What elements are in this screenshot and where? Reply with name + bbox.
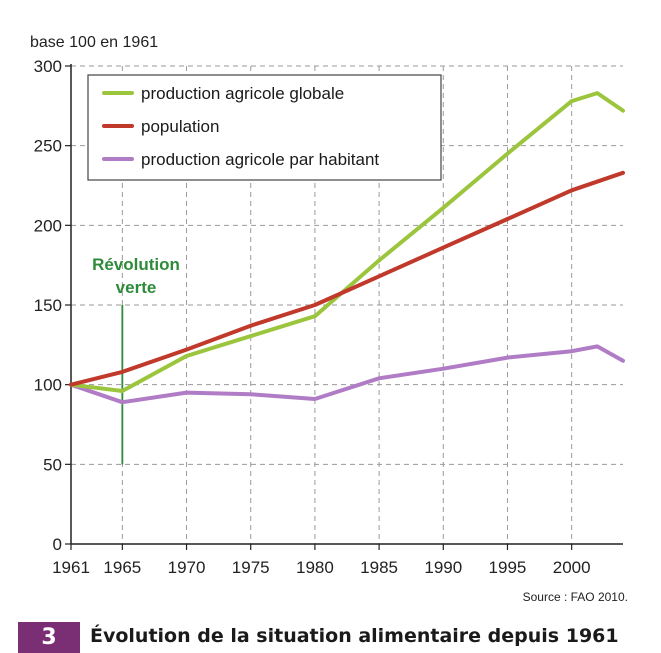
legend-box [87, 74, 442, 181]
y-tick-label: 50 [43, 455, 62, 474]
source-note: Source : FAO 2010. [522, 590, 628, 604]
y-axis-label: base 100 en 1961 [30, 34, 158, 51]
x-tick-label: 1965 [103, 558, 141, 577]
legend-label-1: population [141, 117, 219, 136]
y-tick-label: 300 [34, 57, 62, 76]
series-line-1 [69, 170, 625, 387]
series-line-2 [69, 344, 625, 405]
y-tick-label: 250 [34, 137, 62, 156]
x-tick-label: 1975 [232, 558, 270, 577]
annotation-label-line2: verte [116, 278, 157, 297]
x-tick-label: 2000 [553, 558, 591, 577]
x-tick-label: 1970 [168, 558, 206, 577]
legend-label-2: production agricole par habitant [141, 150, 379, 169]
figure-caption: 3 Évolution de la situation alimentaire … [18, 622, 658, 653]
legend-label-0: production agricole globale [141, 84, 344, 103]
x-tick-label: 1990 [424, 558, 462, 577]
x-tick-label: 1980 [296, 558, 334, 577]
legend: production agricole globale population pro… [87, 74, 442, 181]
y-tick-label: 200 [34, 216, 62, 235]
annotation-label-line1: Révolution [92, 255, 180, 274]
y-tick-label: 150 [34, 296, 62, 315]
y-tick-label: 0 [53, 535, 62, 554]
x-tick-label: 1985 [360, 558, 398, 577]
x-tick-label: 1995 [489, 558, 527, 577]
x-tick-label: 1961 [52, 558, 90, 577]
figure-title: Évolution de la situation alimentaire de… [90, 625, 619, 647]
y-tick-label: 100 [34, 376, 62, 395]
figure-number: 3 [18, 622, 80, 653]
series-line-0 [69, 91, 625, 393]
